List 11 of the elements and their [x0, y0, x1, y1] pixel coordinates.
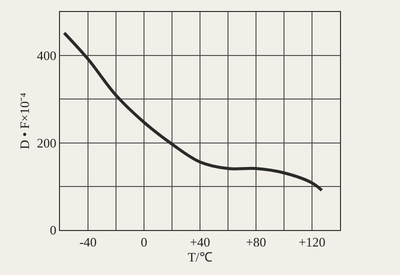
x-tick-label: +120: [298, 234, 326, 250]
x-tick-label: +80: [246, 234, 266, 250]
x-tick-label: 0: [140, 234, 148, 250]
x-tick-label: +40: [190, 234, 210, 250]
x-axis-title: T/℃: [188, 250, 212, 265]
line-series: [62, 31, 324, 192]
y-tick-label: 200: [36, 135, 56, 150]
x-tick-label: -40: [79, 234, 97, 250]
y-tick-label: 0: [50, 222, 56, 238]
y-axis-title: D • F×10⁻⁴: [16, 92, 32, 150]
y-tick-label: 400: [36, 48, 56, 64]
